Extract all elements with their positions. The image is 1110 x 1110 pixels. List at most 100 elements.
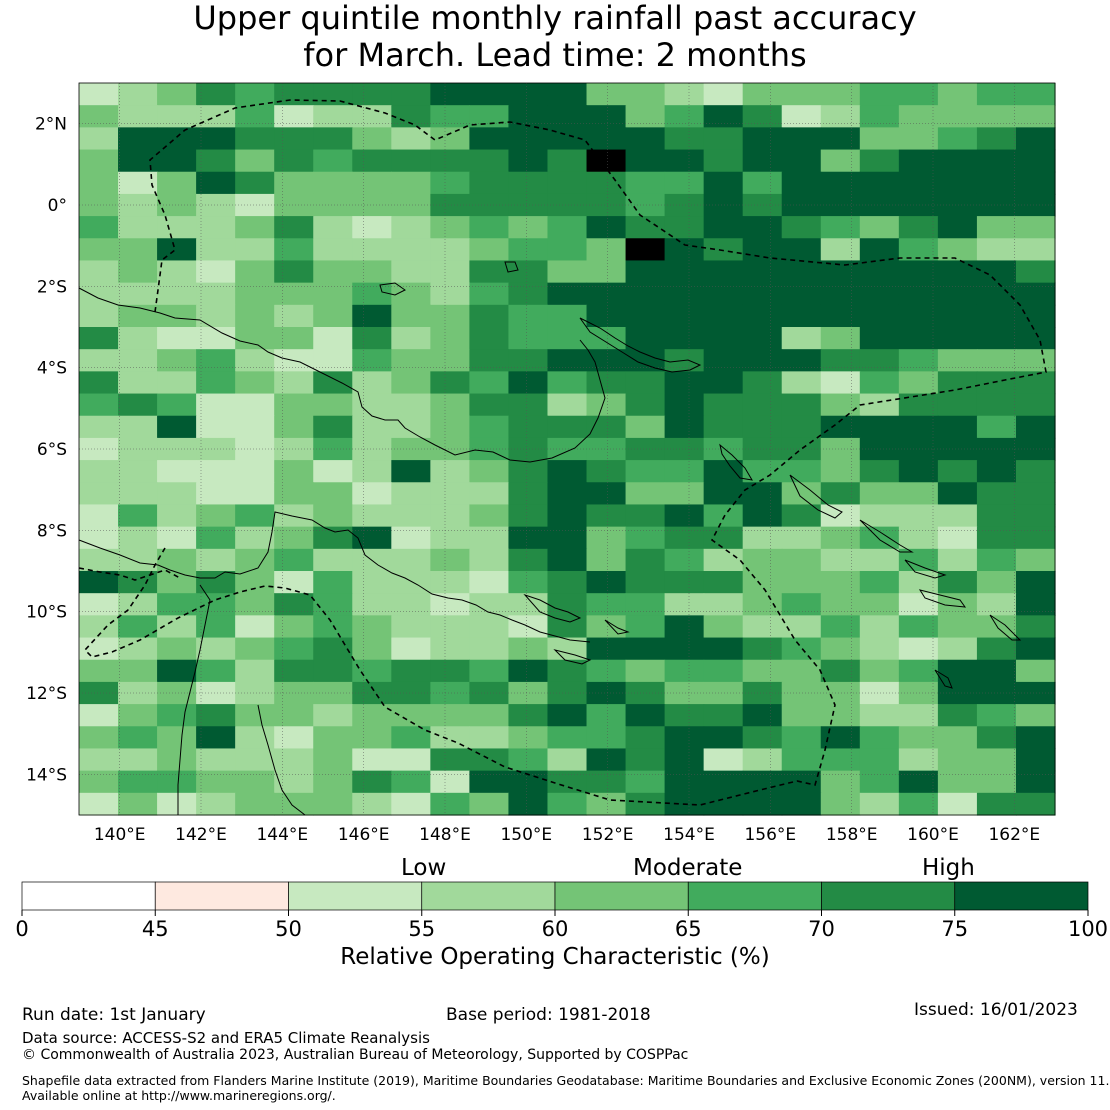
- grid-cell: [781, 216, 822, 239]
- grid-cell: [547, 659, 588, 683]
- grid-cell: [196, 548, 236, 572]
- grid-cell: [352, 193, 392, 217]
- grid-cell: [586, 615, 627, 639]
- grid-cell: [703, 105, 744, 128]
- grid-cell: [703, 726, 744, 750]
- grid-cell: [937, 460, 978, 483]
- grid-cell: [898, 216, 939, 239]
- grid-cell: [157, 526, 197, 550]
- grid-cell: [352, 593, 392, 616]
- grid-cell: [508, 304, 549, 328]
- grid-cell: [859, 149, 900, 173]
- colorbar-tick-label: 65: [675, 917, 702, 941]
- grid-cell: [118, 460, 158, 483]
- grid-cell: [274, 238, 314, 262]
- grid-cell: [976, 748, 1017, 772]
- grid-cell: [79, 770, 119, 794]
- grid-cell: [937, 216, 978, 239]
- grid-cell: [469, 371, 510, 395]
- grid-cell: [1015, 704, 1056, 727]
- grid-cell: [859, 83, 900, 106]
- grid-cell: [391, 327, 431, 350]
- grid-cell: [898, 460, 939, 483]
- grid-cell: [79, 615, 119, 639]
- solomons-coastline: [789, 474, 1022, 689]
- grid-cell: [859, 681, 900, 705]
- grid-cell: [664, 593, 705, 616]
- grid-cell: [859, 704, 900, 727]
- grid-cell: [235, 127, 275, 151]
- grid-cell: [898, 726, 939, 750]
- grid-cell: [391, 548, 431, 572]
- grid-cell: [547, 193, 588, 217]
- grid-cell: [625, 726, 666, 750]
- grid-cell: [547, 726, 588, 750]
- grid-cell: [586, 482, 627, 506]
- grid-cell: [508, 393, 549, 417]
- grid-cell: [976, 704, 1017, 727]
- grid-cell: [196, 571, 236, 594]
- grid-cell: [118, 482, 158, 506]
- grid-cell: [781, 83, 822, 106]
- grid-cell: [625, 748, 666, 772]
- grid-cell: [469, 327, 510, 350]
- grid-cell: [625, 770, 666, 794]
- longitude-tick-label: 142°E: [175, 825, 227, 845]
- grid-cell: [898, 593, 939, 616]
- grid-cell: [352, 748, 392, 772]
- grid-cell: [79, 415, 119, 439]
- grid-cell: [1015, 127, 1056, 151]
- grid-cell: [469, 482, 510, 506]
- grid-cell: [508, 371, 549, 395]
- grid-cell: [742, 437, 783, 461]
- grid-cell: [274, 437, 314, 461]
- grid-cell: [430, 282, 470, 306]
- grid-cell: [898, 615, 939, 639]
- grid-cell: [235, 704, 275, 727]
- colorbar-segment: [21, 881, 156, 911]
- grid-cell: [898, 393, 939, 417]
- grid-cell: [742, 393, 783, 417]
- grid-cell: [196, 327, 236, 350]
- colorbar-tick-label: 50: [275, 917, 302, 941]
- grid-cell: [274, 526, 314, 550]
- shapefile-credit-line-1: Shapefile data extracted from Flanders M…: [22, 1073, 1110, 1088]
- grid-cell: [274, 83, 314, 106]
- grid-cell: [235, 681, 275, 705]
- colorbar-tick-label: 45: [142, 917, 169, 941]
- grid-cell: [118, 659, 158, 683]
- grid-cell: [664, 770, 705, 794]
- grid-cell: [976, 83, 1017, 106]
- grid-cell: [742, 304, 783, 328]
- grid-cell: [820, 482, 861, 506]
- grid-cell: [625, 149, 666, 173]
- papuan-islands-coastline: [523, 593, 630, 665]
- grid-cell: [430, 171, 470, 195]
- grid-cell: [820, 149, 861, 173]
- grid-cell: [313, 83, 353, 106]
- grid-cell: [79, 704, 119, 727]
- grid-cell: [430, 548, 470, 572]
- grid-cell: [742, 526, 783, 550]
- grid-cell: [313, 349, 353, 372]
- bougainville-coastline: [719, 443, 753, 481]
- grid-cell: [1015, 593, 1056, 616]
- grid-cell: [391, 704, 431, 727]
- grid-cell: [157, 260, 197, 284]
- grid-cell: [937, 615, 978, 639]
- grid-cell: [664, 304, 705, 328]
- chart-title-line-1: Upper quintile monthly rainfall past acc…: [193, 0, 917, 37]
- grid-cell: [976, 571, 1017, 594]
- grid-cell: [742, 615, 783, 639]
- grid-cell: [430, 304, 470, 328]
- grid-cell: [976, 548, 1017, 572]
- grid-cell: [469, 593, 510, 616]
- grid-cell: [586, 349, 627, 372]
- grid-cell: [118, 748, 158, 772]
- grid-cell: [859, 127, 900, 151]
- grid-cell: [196, 437, 236, 461]
- grid-cell: [937, 238, 978, 262]
- grid-cell: [313, 437, 353, 461]
- grid-cell: [196, 659, 236, 683]
- grid-cell: [703, 327, 744, 350]
